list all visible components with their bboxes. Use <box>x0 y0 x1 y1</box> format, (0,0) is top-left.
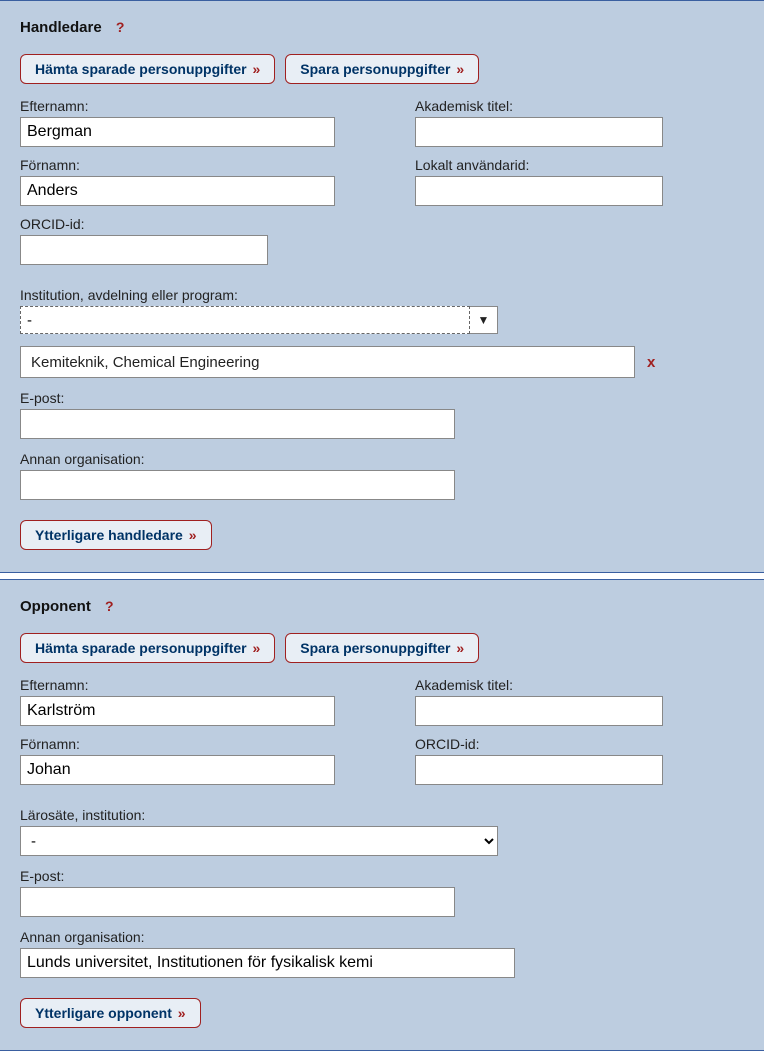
handledare-form-columns: Efternamn: Förnamn: ORCID-id: Akademisk … <box>20 98 744 275</box>
opponent-section: Opponent ? Hämta sparade personuppgifter… <box>0 579 764 1051</box>
chevron-icon: » <box>456 61 464 77</box>
add-handledare-button[interactable]: Ytterligare handledare » <box>20 520 212 550</box>
handledare-button-row: Hämta sparade personuppgifter » Spara pe… <box>20 54 744 84</box>
fetch-saved-label: Hämta sparade personuppgifter <box>35 640 247 656</box>
opponent-efternamn-input[interactable] <box>20 696 335 726</box>
opponent-orcid-input[interactable] <box>415 755 663 785</box>
lokalt-anvandarid-label: Lokalt användarid: <box>415 157 663 173</box>
chevron-icon: » <box>253 61 261 77</box>
chevron-icon: » <box>189 527 197 543</box>
opponent-efternamn-label: Efternamn: <box>20 677 335 693</box>
institution-selected-text: Kemiteknik, Chemical Engineering <box>31 354 259 371</box>
handledare-footer: Ytterligare handledare » <box>20 520 744 550</box>
help-icon[interactable]: ? <box>116 19 125 35</box>
opponent-form-columns: Efternamn: Förnamn: Akademisk titel: ORC… <box>20 677 744 795</box>
annan-org-label: Annan organisation: <box>20 451 744 467</box>
institution-selected-row: Kemiteknik, Chemical Engineering x <box>20 346 744 378</box>
akademisk-titel-label: Akademisk titel: <box>415 98 663 114</box>
lokalt-anvandarid-input[interactable] <box>415 176 663 206</box>
opponent-orcid-label: ORCID-id: <box>415 736 663 752</box>
opponent-footer: Ytterligare opponent » <box>20 998 744 1028</box>
chevron-icon: » <box>456 640 464 656</box>
fornamn-group: Förnamn: <box>20 157 335 206</box>
fornamn-label: Förnamn: <box>20 157 335 173</box>
dropdown-arrow-button[interactable]: ▼ <box>470 306 498 334</box>
institution-selected-box: Kemiteknik, Chemical Engineering <box>20 346 635 378</box>
opponent-left-col: Efternamn: Förnamn: <box>20 677 335 795</box>
chevron-icon: » <box>178 1005 186 1021</box>
handledare-title: Handledare <box>20 19 102 36</box>
opponent-annan-org-label: Annan organisation: <box>20 929 744 945</box>
opponent-akademisk-titel-group: Akademisk titel: <box>415 677 663 726</box>
help-icon[interactable]: ? <box>105 598 114 614</box>
fetch-saved-label: Hämta sparade personuppgifter <box>35 61 247 77</box>
efternamn-input[interactable] <box>20 117 335 147</box>
efternamn-label: Efternamn: <box>20 98 335 114</box>
opponent-efternamn-group: Efternamn: <box>20 677 335 726</box>
opponent-akademisk-titel-input[interactable] <box>415 696 663 726</box>
annan-org-group: Annan organisation: <box>20 451 744 500</box>
larosate-group: Lärosäte, institution: - <box>20 807 744 856</box>
opponent-orcid-group: ORCID-id: <box>415 736 663 785</box>
opponent-epost-label: E-post: <box>20 868 744 884</box>
opponent-title-row: Opponent ? <box>20 598 744 615</box>
orcid-group: ORCID-id: <box>20 216 335 265</box>
chevron-down-icon: ▼ <box>478 313 490 327</box>
institution-group: Institution, avdelning eller program: ▼ … <box>20 287 744 378</box>
opponent-fornamn-label: Förnamn: <box>20 736 335 752</box>
akademisk-titel-group: Akademisk titel: <box>415 98 663 147</box>
epost-label: E-post: <box>20 390 744 406</box>
add-opponent-label: Ytterligare opponent <box>35 1005 172 1021</box>
opponent-akademisk-titel-label: Akademisk titel: <box>415 677 663 693</box>
opponent-epost-input[interactable] <box>20 887 455 917</box>
orcid-label: ORCID-id: <box>20 216 335 232</box>
handledare-title-row: Handledare ? <box>20 19 744 36</box>
larosate-select[interactable]: - <box>20 826 498 856</box>
fornamn-input[interactable] <box>20 176 335 206</box>
opponent-annan-org-group: Annan organisation: <box>20 929 744 978</box>
opponent-fornamn-input[interactable] <box>20 755 335 785</box>
remove-institution-icon[interactable]: x <box>647 354 655 371</box>
annan-org-input[interactable] <box>20 470 455 500</box>
institution-label: Institution, avdelning eller program: <box>20 287 744 303</box>
opponent-right-col: Akademisk titel: ORCID-id: <box>415 677 663 795</box>
add-handledare-label: Ytterligare handledare <box>35 527 183 543</box>
epost-group: E-post: <box>20 390 744 439</box>
fetch-saved-button[interactable]: Hämta sparade personuppgifter » <box>20 54 275 84</box>
chevron-icon: » <box>253 640 261 656</box>
handledare-right-col: Akademisk titel: Lokalt användarid: <box>415 98 663 275</box>
institution-dropdown-input[interactable] <box>20 306 470 334</box>
opponent-fornamn-group: Förnamn: <box>20 736 335 785</box>
institution-dropdown-row: ▼ <box>20 306 744 334</box>
opponent-epost-group: E-post: <box>20 868 744 917</box>
save-person-label: Spara personuppgifter <box>300 61 450 77</box>
opponent-annan-org-input[interactable] <box>20 948 515 978</box>
akademisk-titel-input[interactable] <box>415 117 663 147</box>
add-opponent-button[interactable]: Ytterligare opponent » <box>20 998 201 1028</box>
save-person-button[interactable]: Spara personuppgifter » <box>285 633 479 663</box>
epost-input[interactable] <box>20 409 455 439</box>
opponent-button-row: Hämta sparade personuppgifter » Spara pe… <box>20 633 744 663</box>
orcid-input[interactable] <box>20 235 268 265</box>
fetch-saved-button[interactable]: Hämta sparade personuppgifter » <box>20 633 275 663</box>
save-person-label: Spara personuppgifter <box>300 640 450 656</box>
larosate-label: Lärosäte, institution: <box>20 807 744 823</box>
lokalt-anvandarid-group: Lokalt användarid: <box>415 157 663 206</box>
handledare-section: Handledare ? Hämta sparade personuppgift… <box>0 0 764 573</box>
opponent-title: Opponent <box>20 598 91 615</box>
efternamn-group: Efternamn: <box>20 98 335 147</box>
save-person-button[interactable]: Spara personuppgifter » <box>285 54 479 84</box>
handledare-left-col: Efternamn: Förnamn: ORCID-id: <box>20 98 335 275</box>
